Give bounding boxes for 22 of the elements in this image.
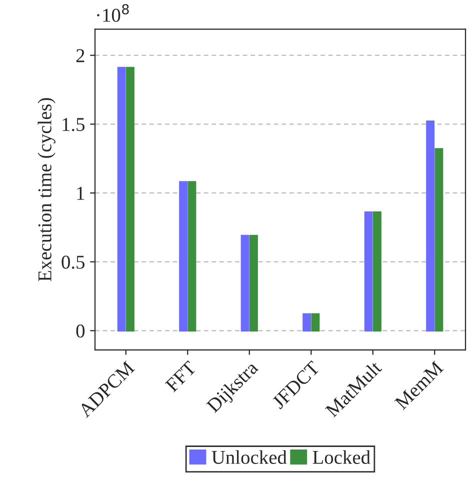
y-tick-label: 1 <box>77 186 84 200</box>
y-tick-label: 0 <box>76 324 85 338</box>
bar <box>240 234 250 332</box>
text: ·10$^{8}$ <box>97 4 129 22</box>
bar <box>426 120 435 332</box>
bar <box>179 181 188 332</box>
x-tick-label: FFT <box>164 360 197 392</box>
bar <box>188 181 196 332</box>
bar <box>249 234 258 332</box>
bar <box>311 313 320 332</box>
y-tick-label: 0.5 <box>62 256 85 269</box>
legend-label: Unlocked <box>212 450 287 464</box>
y-tick-label: 2 <box>76 49 84 62</box>
bar <box>126 66 134 332</box>
y-tick-label: 1.5 <box>62 118 85 132</box>
y-axis-title: Execution time (cycles) <box>38 98 56 282</box>
legend-label: Locked <box>312 450 370 464</box>
bar <box>117 66 126 332</box>
bar <box>364 211 373 332</box>
bar <box>302 313 312 332</box>
bar <box>434 148 444 332</box>
bar <box>372 211 382 332</box>
